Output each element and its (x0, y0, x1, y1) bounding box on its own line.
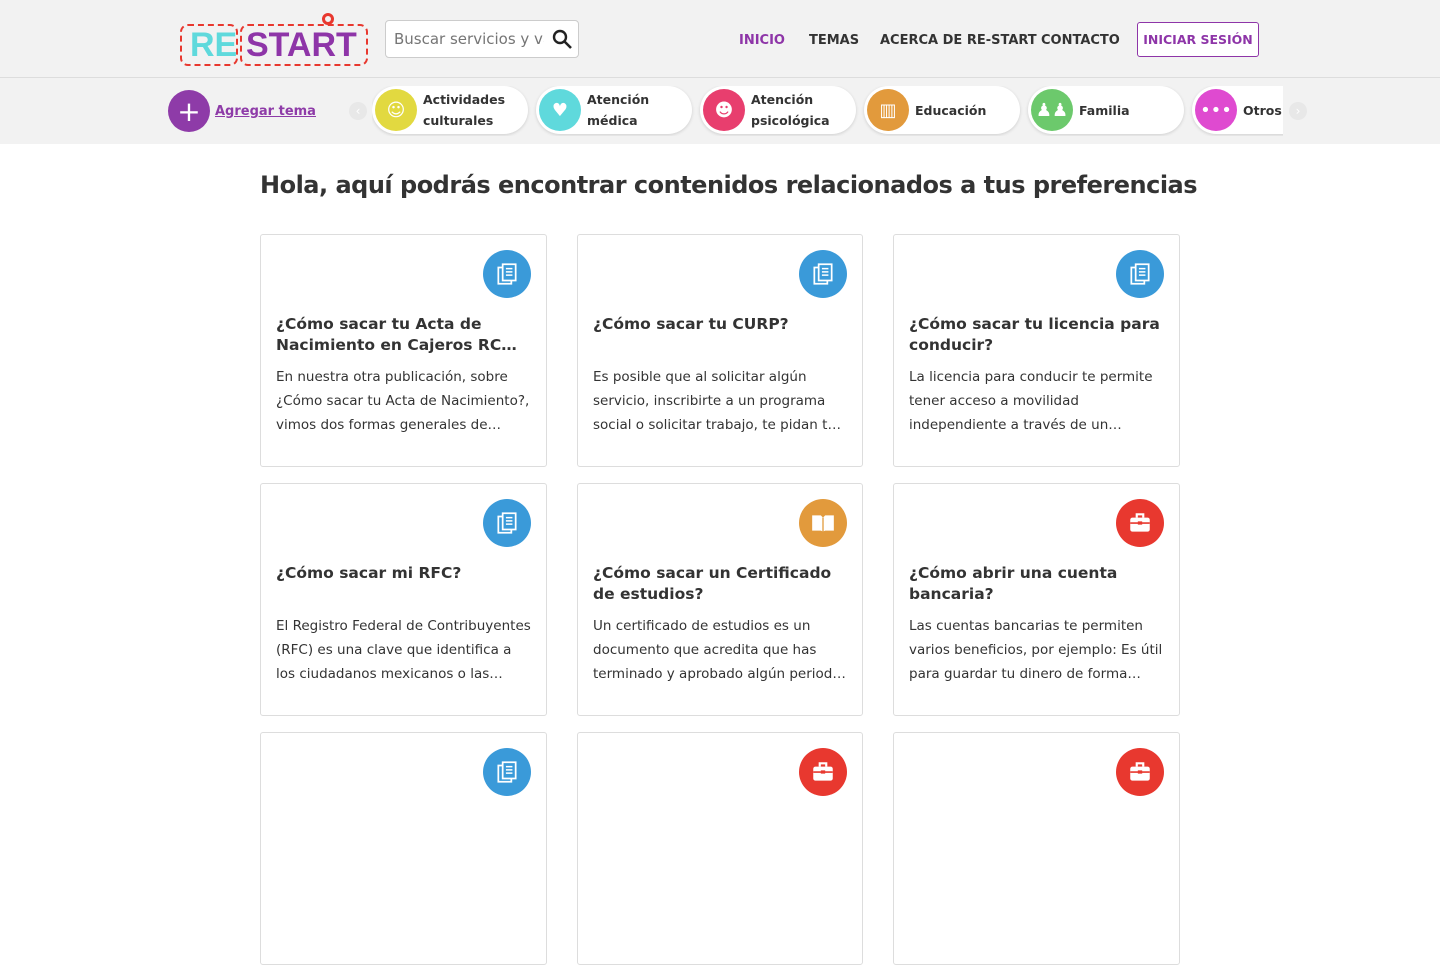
documents-icon (1116, 250, 1164, 298)
search-box (385, 20, 579, 58)
topic-label: Educación (915, 102, 987, 118)
briefcase-icon (1116, 748, 1164, 796)
card-excerpt: Un certificado de estudios es un documen… (593, 618, 846, 682)
chevron-right-icon[interactable]: › (1289, 102, 1307, 120)
topics-bar: + Agregar tema ‹ ☺ Actividades culturales… (0, 78, 1440, 144)
topic-chip[interactable]: ☺ Actividades culturales (372, 86, 528, 134)
card-title[interactable]: ¿Cómo sacar tu licencia para conducir? (909, 315, 1160, 354)
dots-icon: ••• (1195, 89, 1237, 131)
add-topic-link[interactable]: Agregar tema (215, 103, 316, 119)
nav-temas[interactable]: TEMAS (809, 33, 860, 48)
content-card[interactable] (893, 732, 1180, 965)
topic-chip[interactable]: ••• Otros (1192, 86, 1283, 134)
content-card[interactable]: ¿Cómo sacar tu Acta de Nacimiento en Caj… (260, 234, 547, 467)
topic-label: Atención médica (587, 92, 650, 128)
restart-logo[interactable]: RE START (180, 10, 370, 68)
topic-label: Familia (1079, 102, 1130, 118)
head-brain-icon: ☻ (703, 89, 745, 131)
briefcase-icon (799, 748, 847, 796)
nav-inicio[interactable]: INICIO (739, 33, 785, 48)
theater-masks-icon: ☺ (375, 89, 417, 131)
content-card[interactable]: ¿Cómo abrir una cuenta bancaria? Las cuen… (893, 483, 1180, 716)
documents-icon (483, 748, 531, 796)
card-title[interactable]: ¿Cómo abrir una cuenta bancaria? (909, 564, 1118, 603)
content-card[interactable] (260, 732, 547, 965)
book-icon: ▥ (867, 89, 909, 131)
search-input[interactable] (394, 30, 544, 48)
content-card[interactable]: ¿Cómo sacar tu licencia para conducir? La… (893, 234, 1180, 467)
topic-label: Atención psicológica (751, 92, 830, 128)
card-excerpt: La licencia para conducir te permite ten… (909, 369, 1153, 433)
family-icon: ♟♟ (1031, 89, 1073, 131)
card-excerpt: Es posible que al solicitar algún servic… (593, 369, 841, 433)
nav-acerca[interactable]: ACERCA DE RE-START (880, 33, 1037, 48)
content-card[interactable]: ¿Cómo sacar tu CURP? Es posible que al so… (577, 234, 863, 467)
briefcase-icon (1116, 499, 1164, 547)
content-card[interactable]: ¿Cómo sacar mi RFC? El Registro Federal d… (260, 483, 547, 716)
add-topic-button[interactable]: + Agregar tema (168, 90, 316, 132)
card-excerpt: En nuestra otra publicación, sobre ¿Cómo… (276, 369, 530, 433)
content-cards: ¿Cómo sacar tu Acta de Nacimiento en Caj… (260, 234, 1180, 965)
card-title[interactable]: ¿Cómo sacar mi RFC? (276, 564, 462, 582)
topic-label: Actividades culturales (423, 92, 506, 128)
plus-icon: + (168, 90, 210, 132)
topics-carousel: ☺ Actividades culturales ♥ Atención médica ☻… (372, 86, 1283, 136)
topic-chip[interactable]: ♟♟ Familia (1028, 86, 1184, 134)
content-card[interactable]: ¿Cómo sacar un Certificado de estudios? U… (577, 483, 863, 716)
chevron-left-icon[interactable]: ‹ (349, 102, 367, 120)
nav-contacto[interactable]: CONTACTO (1041, 33, 1120, 48)
documents-icon (483, 250, 531, 298)
topic-chip[interactable]: ☻ Atención psicológica (700, 86, 856, 134)
card-excerpt: El Registro Federal de Contribuyentes (R… (276, 618, 531, 682)
documents-icon (483, 499, 531, 547)
topic-chip[interactable]: ▥ Educación (864, 86, 1020, 134)
book-icon (799, 499, 847, 547)
card-title[interactable]: ¿Cómo sacar tu Acta de Nacimiento en Caj… (276, 315, 502, 354)
page-title: Hola, aquí podrás encontrar contenidos r… (260, 171, 1198, 199)
heartbeat-icon: ♥ (539, 89, 581, 131)
card-excerpt: Las cuentas bancarias te permiten varios… (909, 618, 1163, 682)
card-title[interactable]: ¿Cómo sacar tu CURP? (593, 315, 789, 333)
topic-label: Otros (1243, 102, 1282, 118)
login-button[interactable]: INICIAR SESIÓN (1137, 22, 1259, 57)
documents-icon (799, 250, 847, 298)
topic-chip[interactable]: ♥ Atención médica (536, 86, 692, 134)
card-title[interactable]: ¿Cómo sacar un Certificado de estudios? (593, 564, 832, 603)
content-card[interactable] (577, 732, 863, 965)
search-icon[interactable] (550, 27, 574, 51)
